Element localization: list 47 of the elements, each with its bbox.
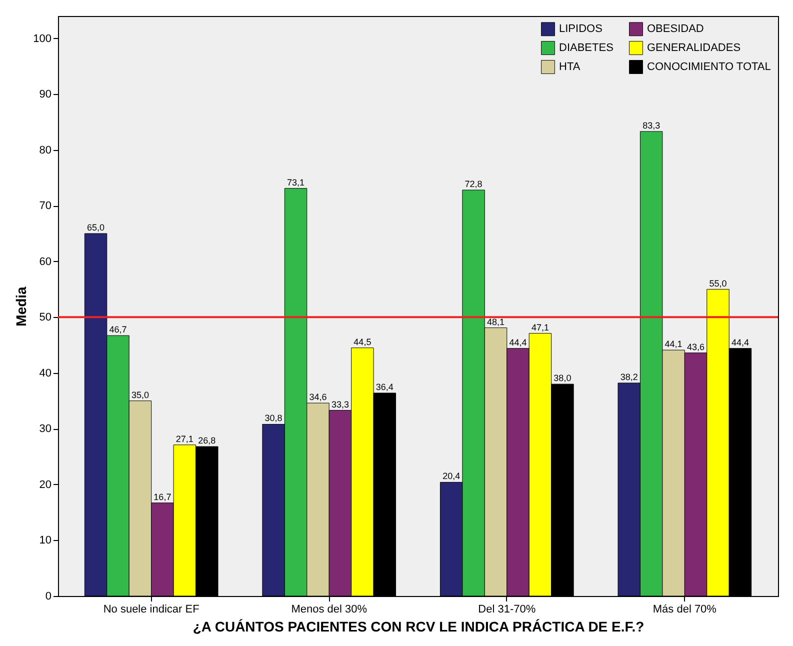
legend-label: DIABETES [559,42,614,54]
y-tick-label: 100 [33,32,52,45]
data-label: 44,4 [509,337,527,348]
data-label: 72,8 [464,179,482,189]
x-tick-label: No suele indicar EF [103,604,200,616]
data-label: 16,7 [154,492,172,502]
data-label: 83,3 [642,120,660,130]
data-label: 47,1 [531,322,549,332]
data-label: 44,4 [731,337,749,348]
legend-label: HTA [559,61,581,73]
data-label: 34,6 [309,392,327,402]
data-label: 48,1 [487,316,505,327]
data-label: 36,4 [376,382,394,392]
y-tick-label: 70 [39,200,52,212]
y-tick-label: 90 [39,88,52,101]
data-label: 33,3 [331,399,349,410]
legend-label: OBESIDAD [647,23,704,36]
y-tick-label: 80 [39,144,52,156]
data-label: 20,4 [442,471,460,482]
data-label: 26,8 [198,436,216,446]
data-label: 46,7 [109,324,127,335]
data-label: 43,6 [687,342,705,352]
data-label: 55,0 [709,278,727,288]
data-label: 65,0 [87,222,105,232]
x-tick-label: Más del 70% [652,604,717,616]
x-tick-label: Del 31-70% [478,604,536,616]
data-label: 35,0 [131,390,149,400]
x-axis-title: ¿A CUÁNTOS PACIENTES CON RCV LE INDICA PRÁCTICA DE E.F.? [192,618,644,634]
data-label: 44,5 [354,336,372,347]
y-tick-label: 50 [39,312,52,324]
data-label: 30,8 [264,413,282,424]
y-tick-label: 10 [39,534,52,547]
data-label: 38,2 [620,372,638,382]
data-label: 38,0 [554,373,572,384]
data-label: 44,1 [664,339,682,350]
y-tick-label: 0 [45,590,52,602]
legend-label: CONOCIMIENTO TOTAL [647,61,771,73]
y-axis-title: Media [13,286,30,326]
legend-label: LIPIDOS [559,23,602,36]
data-label: 27,1 [176,434,194,444]
legend-label: GENERALIDADES [647,42,741,54]
x-tick-label: Menos del 30% [291,604,368,616]
y-tick-label: 60 [39,256,52,268]
y-tick-label: 40 [39,367,52,380]
y-tick-label: 20 [39,478,52,491]
y-tick-label: 30 [39,423,52,436]
data-label: 73,1 [287,177,305,188]
